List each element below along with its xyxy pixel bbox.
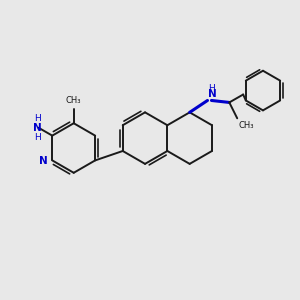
Text: CH₃: CH₃ <box>238 121 254 130</box>
Text: N: N <box>208 89 217 100</box>
Text: N: N <box>39 156 47 167</box>
Text: CH₃: CH₃ <box>66 96 82 105</box>
Text: H: H <box>34 133 41 142</box>
Text: H: H <box>208 83 215 92</box>
Text: N: N <box>33 123 42 133</box>
Text: H: H <box>34 114 41 123</box>
